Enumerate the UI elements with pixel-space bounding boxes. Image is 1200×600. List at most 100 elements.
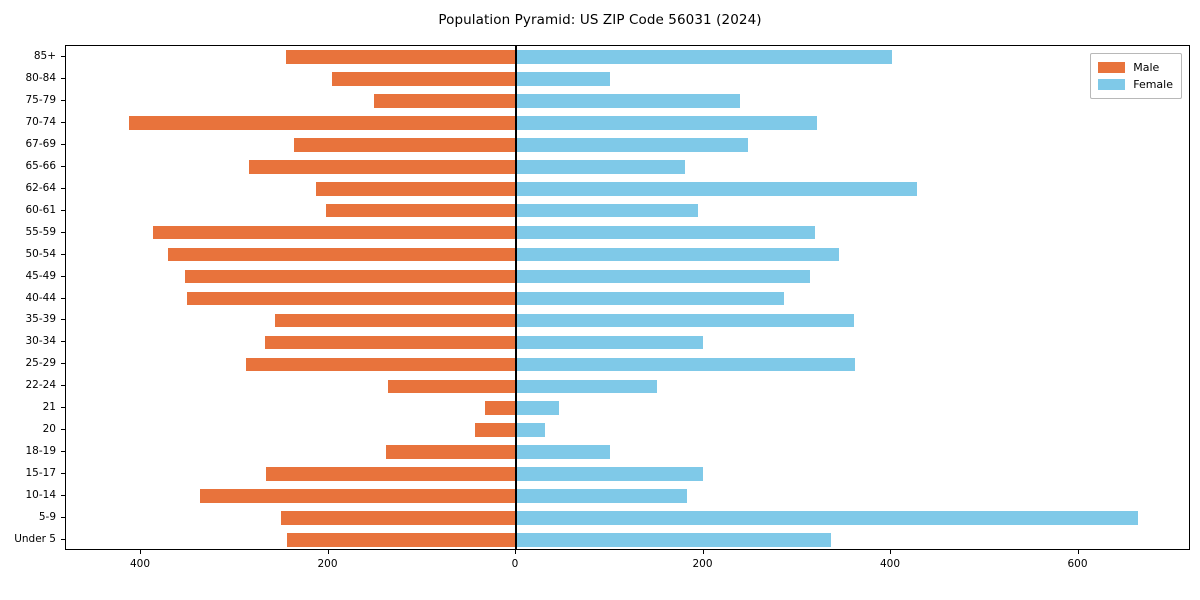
bar-row (66, 401, 1189, 416)
bar-male (200, 489, 516, 503)
y-axis-tick-label: 21 (42, 401, 56, 414)
bar-row (66, 247, 1189, 262)
bar-row (66, 313, 1189, 328)
bar-female (516, 423, 546, 438)
y-axis-tick-label: 30-34 (25, 335, 56, 348)
bar-row (66, 116, 1189, 130)
y-axis-tick-mark (61, 121, 65, 123)
y-axis-tick-mark (61, 495, 65, 497)
y-axis-tick-mark (61, 165, 65, 167)
bar-female (516, 116, 817, 130)
bar-female (516, 401, 560, 416)
y-axis-tick-label: 25-29 (25, 357, 56, 370)
bar-female (516, 269, 811, 284)
bar-row (66, 511, 1189, 525)
bar-row (66, 181, 1189, 196)
legend-item-female[interactable]: Female (1098, 76, 1173, 93)
bar-row (66, 445, 1189, 459)
x-axis-tick-mark (702, 550, 704, 554)
bar-male (168, 247, 516, 262)
x-axis-tick-mark (890, 550, 891, 554)
x-axis-tick-mark (1077, 550, 1079, 554)
y-axis-tick-mark (61, 77, 65, 79)
x-axis-tick-label: 0 (511, 558, 519, 570)
bar-row (66, 137, 1189, 152)
bar-male (474, 423, 516, 438)
bar-male (128, 116, 516, 130)
bar-female (516, 159, 685, 174)
y-axis-tick-label: 75-79 (25, 93, 56, 106)
y-axis-tick-label: 80-84 (25, 71, 56, 84)
bar-male (275, 313, 516, 328)
y-axis-tick-mark (61, 539, 65, 541)
y-axis-tick-mark (61, 363, 65, 365)
legend-label-male: Male (1133, 61, 1160, 74)
bar-row (66, 489, 1189, 503)
bar-male (248, 159, 516, 174)
chart-title: Population Pyramid: US ZIP Code 56031 (2… (438, 12, 762, 28)
y-axis-tick-mark (61, 407, 65, 409)
y-axis-labels: 85+ 80-84 75-79 70-74 67-69 65-66 62-64 60-61 55… (0, 45, 65, 550)
y-axis-tick-mark (61, 473, 65, 475)
bar-male (387, 379, 516, 394)
y-axis-tick-mark (61, 209, 65, 211)
bar-male (316, 181, 516, 196)
y-axis-tick-mark (61, 231, 65, 233)
bar-female (516, 225, 816, 240)
x-axis-tick-mark (327, 550, 329, 554)
legend-item-male[interactable]: Male (1098, 59, 1173, 76)
bar-male (280, 511, 516, 525)
y-axis-tick-label: 22-24 (25, 379, 56, 392)
bar-row (66, 533, 1189, 547)
bar-row (66, 423, 1189, 438)
bar-male (373, 94, 516, 108)
legend-label-female: Female (1133, 78, 1173, 91)
bar-row (66, 357, 1189, 372)
bar-female (516, 379, 657, 394)
y-axis-tick-label: 35-39 (25, 313, 56, 326)
bar-female (516, 137, 748, 152)
bar-male (385, 445, 516, 459)
y-axis-tick-label: 20 (42, 423, 56, 436)
plot-area: Male Female (65, 45, 1190, 550)
y-axis-tick-mark (61, 143, 65, 145)
x-axis-tick-label: 400 (129, 558, 151, 570)
y-axis-tick-label: 10-14 (25, 489, 56, 502)
bar-female (516, 533, 831, 547)
y-axis-tick-label: 15-17 (25, 467, 56, 480)
y-axis-tick-label: 60-61 (25, 203, 56, 216)
bar-row (66, 225, 1189, 240)
y-axis-tick-label: 5-9 (38, 511, 56, 524)
y-axis-tick-label: Under 5 (14, 533, 56, 546)
bar-female (516, 467, 703, 481)
y-axis-tick-label: 40-44 (25, 291, 56, 304)
bar-row (66, 467, 1189, 481)
bar-row (66, 94, 1189, 108)
bar-female (516, 247, 839, 262)
x-axis-tick-label: 200 (692, 558, 713, 570)
bar-row (66, 72, 1189, 86)
y-axis-tick-mark (61, 319, 65, 321)
y-axis-tick-mark (61, 99, 65, 101)
bar-male (293, 137, 516, 152)
y-axis-tick-label: 50-54 (25, 247, 56, 260)
bar-row (66, 269, 1189, 284)
bar-female (516, 94, 741, 108)
y-axis-tick-label: 70-74 (25, 115, 56, 128)
bar-female (516, 291, 785, 306)
bar-male (153, 225, 516, 240)
chart-legend: Male Female (1090, 53, 1182, 99)
bar-male (286, 50, 516, 64)
legend-swatch-female (1098, 79, 1126, 90)
bar-female (516, 72, 610, 86)
bar-female (516, 511, 1138, 525)
bar-row (66, 291, 1189, 306)
bar-female (516, 357, 856, 372)
bar-male (325, 203, 516, 218)
bar-row (66, 50, 1189, 64)
y-axis-tick-label: 45-49 (25, 269, 56, 282)
bar-row (66, 379, 1189, 394)
y-axis-tick-label: 85+ (33, 49, 56, 62)
y-axis-tick-mark (61, 517, 65, 519)
